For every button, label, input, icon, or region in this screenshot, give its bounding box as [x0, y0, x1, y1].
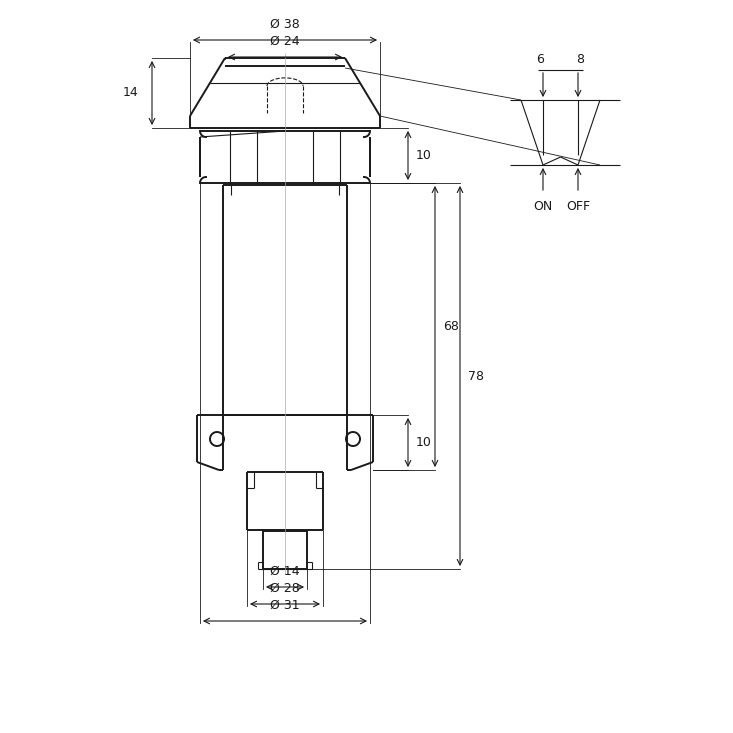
- Text: Ø 14: Ø 14: [270, 565, 300, 578]
- Text: 14: 14: [122, 86, 138, 100]
- Text: 6: 6: [536, 53, 544, 66]
- Text: 10: 10: [416, 149, 432, 162]
- Text: Ø 24: Ø 24: [270, 35, 300, 48]
- Text: ON: ON: [534, 200, 553, 213]
- Text: Ø 38: Ø 38: [270, 18, 300, 31]
- Text: OFF: OFF: [566, 200, 590, 213]
- Text: 78: 78: [468, 369, 484, 383]
- Text: Ø 28: Ø 28: [270, 582, 300, 595]
- Text: 68: 68: [443, 320, 459, 333]
- Text: 10: 10: [416, 436, 432, 449]
- Text: Ø 31: Ø 31: [270, 599, 300, 612]
- Text: 8: 8: [576, 53, 584, 66]
